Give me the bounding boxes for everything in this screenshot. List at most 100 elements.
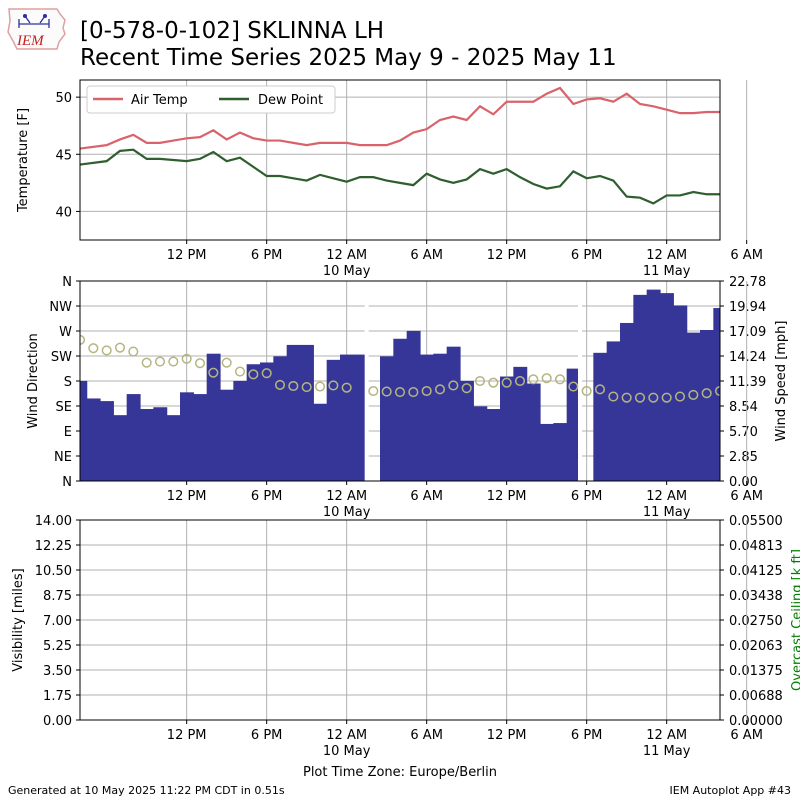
wind-speed-tick-label: 19.94 [729, 300, 766, 315]
wind-direction-marker [621, 392, 632, 403]
visibility-tick-label: 5.25 [43, 639, 72, 654]
header: IEM [0-578-0-102] SKLINNA LH Recent Time… [0, 0, 800, 80]
wind-direction-marker [261, 368, 272, 379]
wind-xtick-label: 6 AM [410, 489, 443, 504]
app-credit: IEM Autoplot App #43 [669, 784, 792, 797]
wind-direction-marker [688, 389, 699, 400]
wind-direction-marker [661, 392, 672, 403]
ceiling-tick-label: 0.05500 [729, 514, 783, 529]
temp-xtick-label: 12 PM [167, 248, 207, 263]
wind-speed-bar [126, 394, 141, 481]
wind-xtick-label: 12 AM [646, 489, 687, 504]
wind-panel: N 0.00 NE 2.85 E 5.70 SE 8.54 S 11.39 SW 14.24 W 17.0… [26, 275, 789, 520]
temp-xtick-label: 12 AM [646, 248, 687, 263]
vis-xtick-label: 12 PM [167, 728, 207, 743]
wind-frame [79, 280, 721, 482]
temp-xtick-label: 6 PM [251, 248, 282, 263]
temp-xtick-label: 6 PM [571, 248, 602, 263]
vis-xtick-sublabel: 10 May [323, 744, 371, 759]
temp-ytick-label: 40 [55, 205, 72, 220]
air-temp-line [80, 86, 720, 150]
wind-direction-marker [461, 383, 472, 394]
wind-speed-bar [80, 380, 88, 481]
temp-xtick-sublabel: 11 May [643, 264, 691, 279]
wind-direction-marker [141, 357, 152, 368]
wind-speed-bar [140, 409, 154, 481]
wind-speed-bar [313, 403, 328, 481]
wind-speed-bar [100, 401, 114, 481]
ceiling-tick-label: 0.04125 [729, 564, 783, 579]
temp-frame [79, 79, 721, 241]
wind-speed-bar [180, 392, 194, 481]
wind-speed-bar [526, 383, 541, 481]
visibility-tick-label: 1.75 [43, 689, 72, 704]
ceiling-ylabel: Overcast Ceiling [k ft] [790, 549, 800, 691]
vis-xtick-label: 6 AM [410, 728, 443, 743]
wind-direction-marker [608, 391, 619, 402]
wind-direction-marker [634, 392, 646, 403]
wind-speed-bar [500, 376, 514, 481]
wind-speed-bar [566, 368, 581, 481]
wind-direction-marker [594, 384, 606, 395]
wind-speed-bar [86, 398, 101, 481]
wind-speed-bar [473, 406, 488, 481]
vis-xtick-label: 6 AM [730, 728, 763, 743]
wind-direction-tick-label: N [62, 475, 72, 490]
temp-xtick-label: 12 AM [326, 248, 367, 263]
wind-direction-marker [221, 357, 232, 368]
wind-speed-bar [233, 380, 248, 481]
wind-direction-marker [288, 380, 299, 392]
visibility-panel: 0.00 0.00000 1.75 0.00688 3.50 0.01375 5.25 0.0… [11, 514, 800, 780]
vis-xtick-sublabel: 11 May [643, 744, 691, 759]
wind-xtick-label: 6 PM [251, 489, 282, 504]
wind-direction-marker [648, 392, 659, 403]
wind-direction-marker [168, 356, 179, 367]
wind-direction-marker [234, 366, 246, 377]
wind-direction-markers [80, 334, 720, 403]
wind-speed-bar [393, 338, 408, 481]
vis-xtick-label: 12 AM [646, 728, 687, 743]
x-axis-label: Plot Time Zone: Europe/Berlin [303, 765, 497, 780]
visibility-tick-label: 7.00 [43, 614, 72, 629]
wind-speed-bar [420, 354, 434, 481]
wind-direction-marker [80, 334, 86, 345]
wind-direction-tick-label: SE [56, 400, 72, 415]
wind-direction-marker [88, 343, 99, 354]
wind-direction-marker [474, 375, 486, 387]
iem-logo-text: IEM [16, 33, 45, 49]
wind-direction-marker [101, 345, 112, 356]
wind-speed-bar [646, 289, 661, 481]
wind-direction-tick-label: NW [49, 300, 72, 315]
wind-direction-tick-label: E [64, 425, 72, 440]
vis-frame [79, 519, 721, 721]
wind-xtick-label: 12 AM [326, 489, 367, 504]
wind-direction-marker [314, 381, 326, 392]
wind-xtick-label: 6 PM [571, 489, 602, 504]
wind-direction-marker [368, 385, 379, 397]
wind-speed-bar [553, 423, 568, 481]
visibility-tick-label: 3.50 [43, 664, 72, 679]
wind-speed-bar [300, 344, 314, 481]
wind-direction-marker [128, 346, 139, 357]
wind-direction-marker [381, 386, 392, 397]
wind-speed-ylabel: Wind Speed [mph] [774, 321, 789, 442]
wind-direction-marker [701, 388, 712, 399]
visibility-tick-label: 12.25 [35, 539, 72, 554]
wind-direction-tick-label: NE [54, 450, 72, 465]
wind-speed-bar [593, 352, 608, 481]
visibility-tick-label: 10.50 [35, 564, 72, 579]
temp-xtick-label: 6 AM [730, 248, 763, 263]
wind-speed-bar [673, 305, 688, 481]
wind-xtick-sublabel: 11 May [643, 505, 691, 520]
wind-direction-tick-label: W [59, 325, 72, 340]
wind-direction-tick-label: N [62, 275, 72, 290]
visibility-ylabel: Visibility [miles] [11, 568, 26, 671]
vis-xtick-label: 6 PM [251, 728, 282, 743]
wind-direction-marker [248, 369, 259, 380]
wind-speed-bar [540, 423, 554, 481]
ceiling-tick-label: 0.00000 [729, 714, 783, 729]
wind-direction-marker [194, 358, 206, 369]
wind-direction-marker [528, 374, 539, 385]
wind-direction-marker [434, 384, 446, 395]
